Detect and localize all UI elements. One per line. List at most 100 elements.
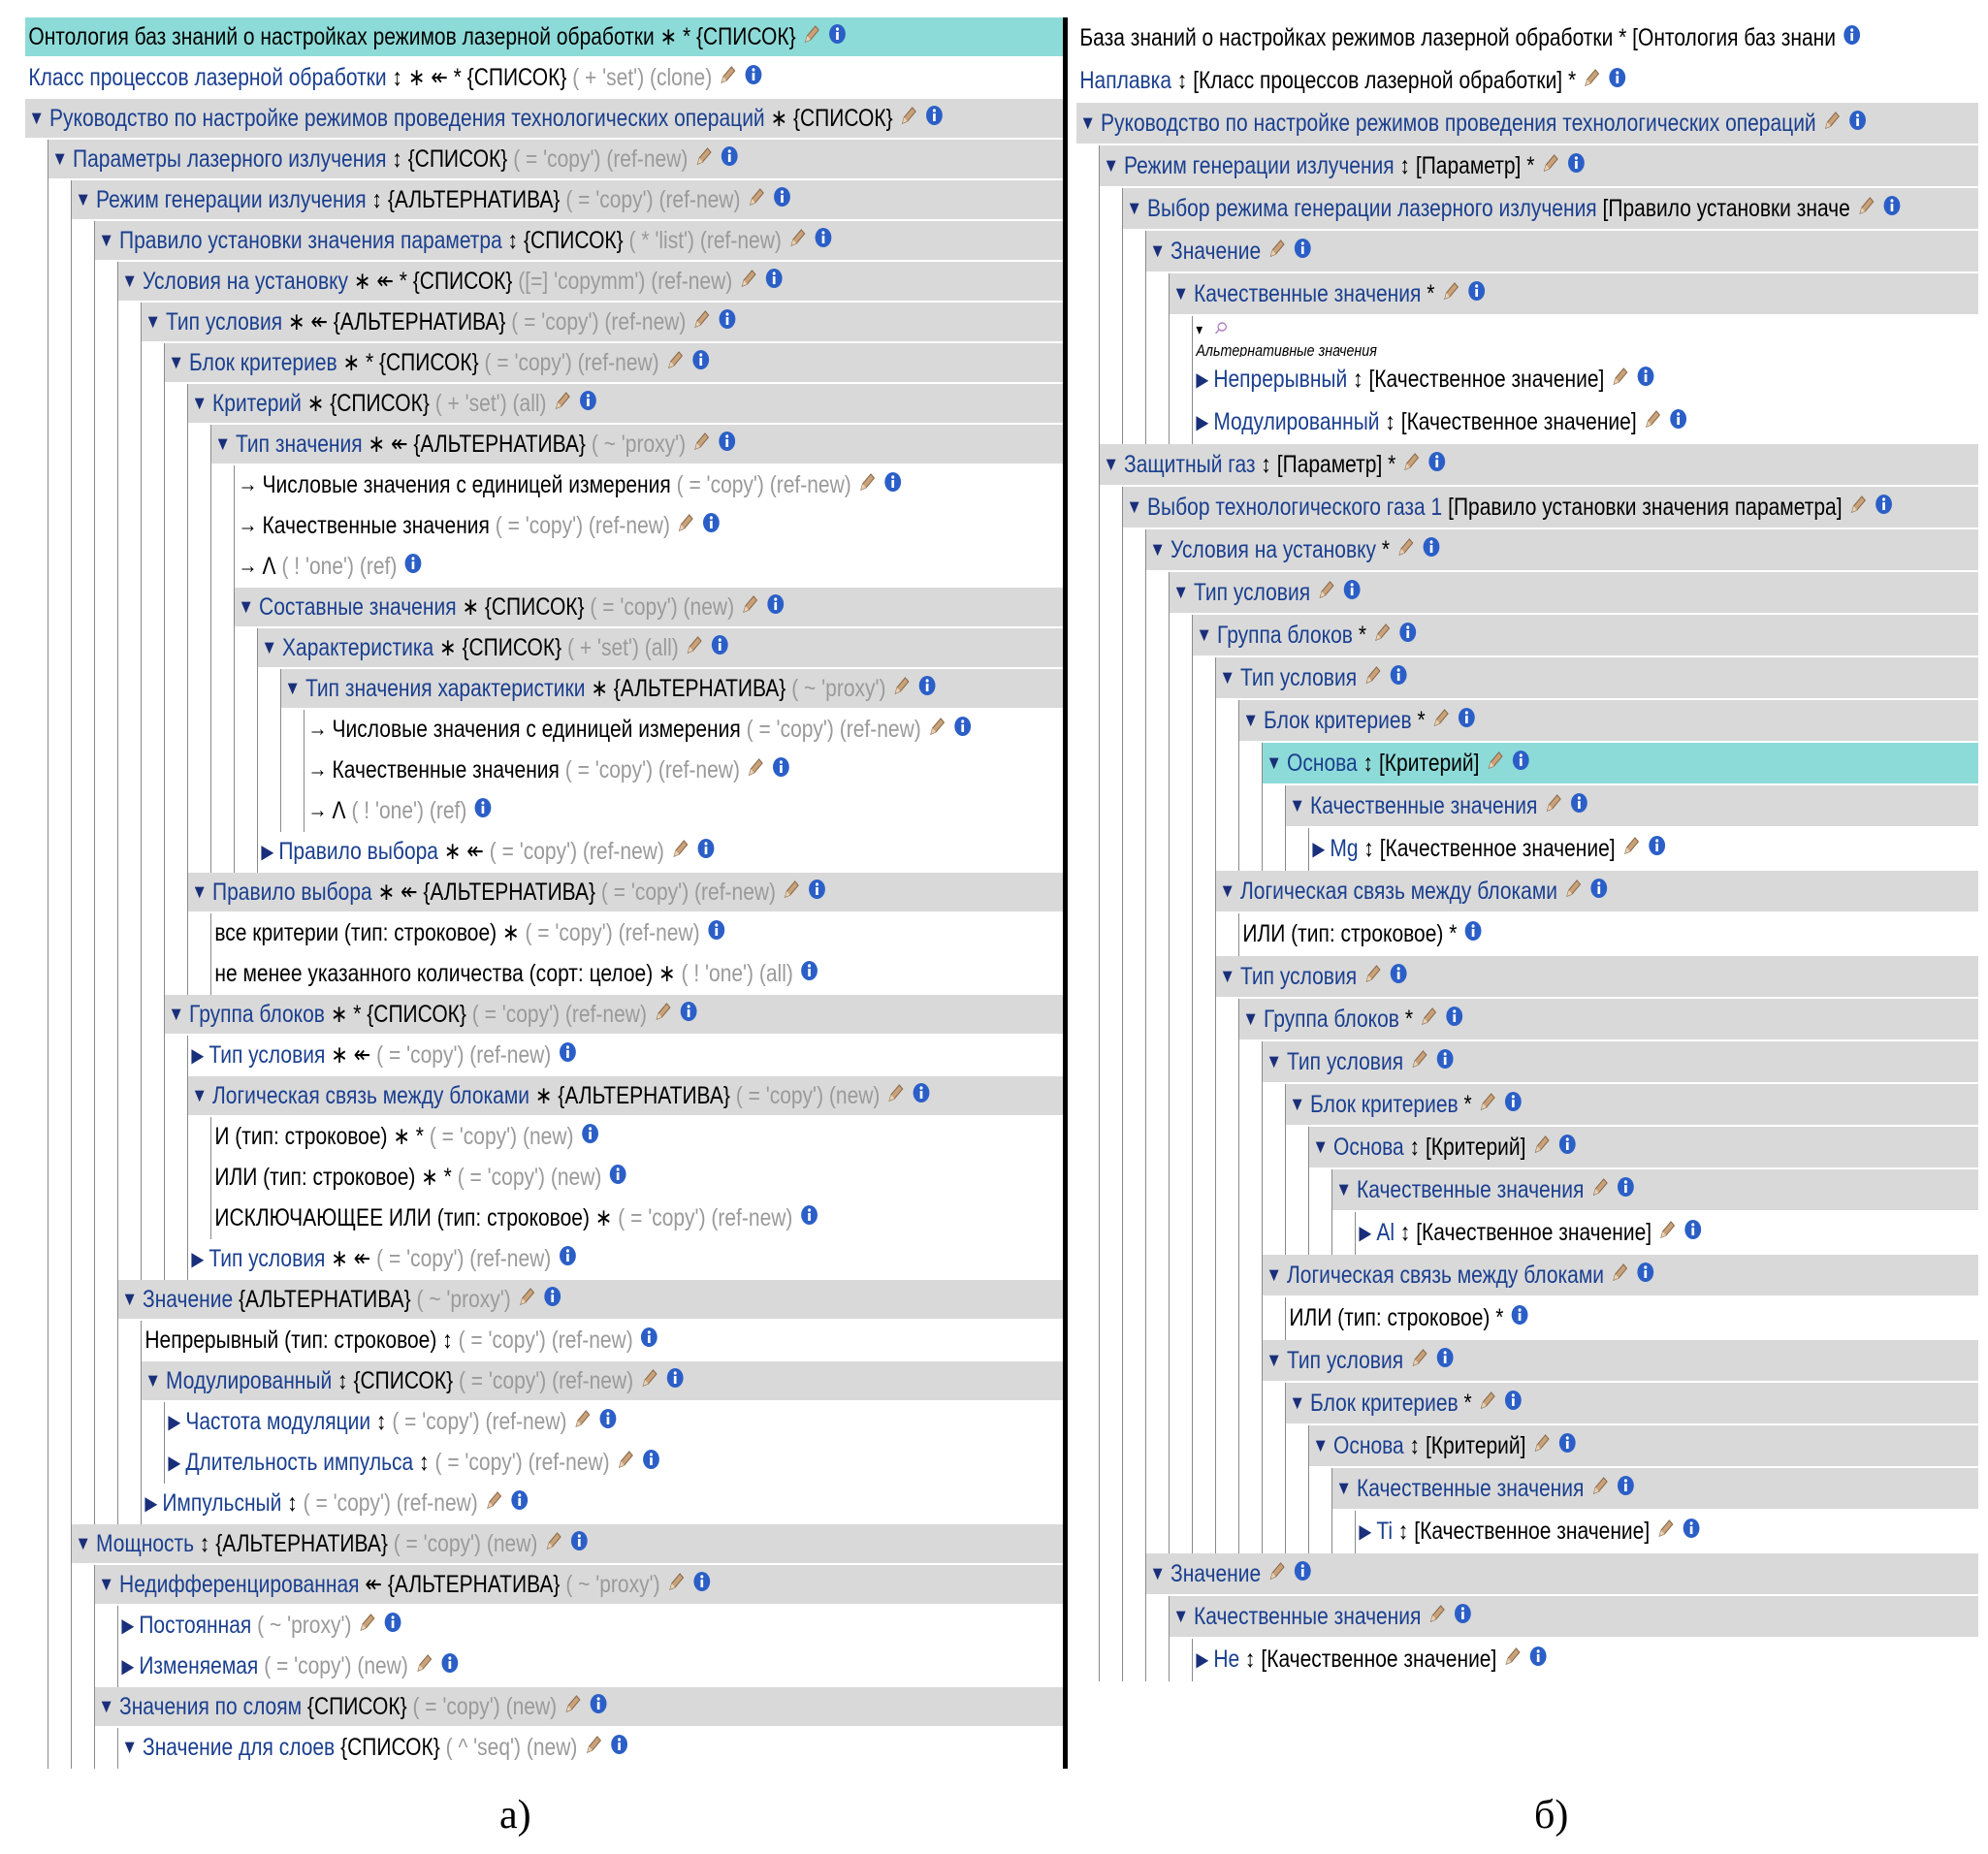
info-icon[interactable] — [1609, 67, 1626, 95]
edit-icon[interactable] — [574, 1408, 592, 1436]
tree-toggle[interactable]: → — [238, 471, 258, 497]
info-icon[interactable] — [1683, 1518, 1700, 1546]
tree-toggle[interactable]: ▼ — [1219, 879, 1235, 902]
edit-icon[interactable] — [1545, 792, 1562, 820]
edit-icon[interactable] — [1411, 1347, 1428, 1375]
node-name[interactable]: Тип условия — [1287, 1047, 1404, 1075]
info-icon[interactable] — [1436, 1347, 1454, 1375]
node-name[interactable]: Частота модуляции — [185, 1407, 371, 1435]
info-icon[interactable] — [642, 1449, 659, 1477]
node-name[interactable]: Группа блоков — [1264, 1005, 1399, 1033]
info-icon[interactable] — [925, 105, 943, 133]
node-name[interactable]: Выбор технологического газа 1 — [1147, 493, 1443, 521]
tree-toggle[interactable]: ▾ — [1196, 321, 1203, 338]
node-name[interactable]: Значение — [143, 1285, 234, 1313]
node-name[interactable]: Тип значения характеристики — [305, 674, 586, 702]
info-icon[interactable] — [1844, 24, 1861, 52]
info-icon[interactable] — [1617, 1475, 1634, 1503]
info-icon[interactable] — [773, 186, 790, 214]
node-name[interactable]: Блок критериев — [189, 348, 337, 376]
tree-toggle[interactable]: ▼ — [284, 677, 301, 699]
info-icon[interactable] — [691, 349, 709, 377]
info-icon[interactable] — [697, 838, 715, 866]
info-icon[interactable] — [1529, 1646, 1547, 1674]
tree-toggle[interactable]: ▼ — [1126, 495, 1142, 518]
node-name[interactable]: Тип условия — [166, 307, 283, 336]
node-name[interactable]: Тип условия — [208, 1040, 326, 1069]
tree-toggle[interactable]: ▼ — [1172, 1605, 1189, 1627]
tree-toggle[interactable]: ▼ — [121, 270, 138, 292]
info-icon[interactable] — [570, 1530, 588, 1558]
edit-icon[interactable] — [740, 268, 757, 296]
tree-toggle[interactable]: ▼ — [1335, 1477, 1352, 1499]
info-icon[interactable] — [883, 471, 902, 499]
tree-toggle[interactable]: ▼ — [1266, 1050, 1282, 1072]
node-name[interactable]: Режим генерации излучения — [96, 185, 367, 213]
info-icon[interactable] — [1684, 1219, 1702, 1247]
edit-icon[interactable] — [1612, 1262, 1629, 1290]
edit-icon[interactable] — [617, 1449, 634, 1477]
edit-icon[interactable] — [1442, 280, 1459, 308]
edit-icon[interactable] — [1565, 878, 1583, 906]
edit-icon[interactable] — [742, 593, 759, 622]
edit-icon[interactable] — [788, 227, 806, 255]
info-icon[interactable] — [590, 1693, 607, 1721]
tree-toggle[interactable]: ▶ — [1359, 1222, 1372, 1244]
tree-toggle[interactable]: ▼ — [1242, 709, 1259, 731]
edit-icon[interactable] — [1857, 195, 1875, 223]
tree-toggle[interactable]: → — [307, 716, 328, 742]
tree-toggle[interactable]: ▼ — [121, 1288, 138, 1310]
edit-icon[interactable] — [1584, 67, 1601, 95]
node-name[interactable]: Значение — [1170, 1559, 1262, 1587]
info-icon[interactable] — [1648, 835, 1665, 863]
tree-toggle[interactable]: → — [307, 756, 328, 783]
tree-toggle[interactable]: ▼ — [51, 147, 68, 170]
node-name[interactable]: Значения по слоям — [119, 1692, 303, 1720]
info-icon[interactable] — [719, 308, 736, 336]
info-icon[interactable] — [719, 431, 736, 459]
node-name[interactable]: Непрерывный — [1213, 365, 1348, 393]
info-icon[interactable] — [800, 1204, 818, 1232]
edit-icon[interactable] — [1622, 835, 1640, 863]
edit-icon[interactable] — [1318, 579, 1335, 607]
info-icon[interactable] — [1637, 1262, 1654, 1290]
node-name[interactable]: Значение — [1170, 237, 1262, 265]
node-name[interactable]: Изменяемая — [139, 1651, 259, 1679]
tree-toggle[interactable]: ▶ — [1312, 838, 1326, 860]
edit-icon[interactable] — [518, 1286, 535, 1314]
edit-icon[interactable] — [1542, 152, 1559, 180]
tree-toggle[interactable]: → — [238, 553, 258, 579]
info-icon[interactable] — [1436, 1048, 1454, 1076]
tree-toggle[interactable]: ▼ — [214, 432, 231, 455]
node-name[interactable]: Основа — [1287, 749, 1358, 777]
node-name[interactable]: Блок критериев — [1264, 706, 1412, 734]
info-icon[interactable] — [765, 268, 783, 296]
tree-toggle[interactable]: ▼ — [1103, 154, 1119, 176]
node-name[interactable]: Тип условия — [1287, 1346, 1404, 1374]
tree-toggle[interactable]: ▶ — [144, 1492, 158, 1515]
node-name[interactable]: Тип условия — [1240, 962, 1358, 990]
edit-icon[interactable] — [686, 634, 703, 662]
edit-icon[interactable] — [554, 390, 571, 418]
info-icon[interactable] — [1464, 920, 1482, 948]
tree-toggle[interactable]: ▶ — [1196, 411, 1209, 433]
info-icon[interactable] — [1504, 1091, 1522, 1119]
pin-icon[interactable] — [1215, 316, 1228, 341]
info-icon[interactable] — [599, 1408, 617, 1436]
info-icon[interactable] — [692, 1571, 710, 1599]
edit-icon[interactable] — [748, 756, 765, 784]
info-icon[interactable] — [745, 64, 762, 92]
tree-toggle[interactable]: ▼ — [1149, 538, 1166, 560]
tree-toggle[interactable]: ▼ — [98, 1573, 114, 1595]
tree-toggle[interactable]: ▼ — [1219, 666, 1235, 688]
node-name[interactable]: Условия на установку — [143, 267, 349, 295]
node-name[interactable]: Правило выбора — [212, 878, 372, 906]
info-icon[interactable] — [918, 675, 936, 703]
edit-icon[interactable] — [928, 716, 946, 744]
tree-toggle[interactable]: ▼ — [168, 351, 184, 373]
tree-toggle[interactable]: ▶ — [191, 1044, 205, 1067]
node-name[interactable]: Модулированный — [166, 1366, 333, 1394]
node-name[interactable]: Класс процессов лазерной обработки — [28, 63, 387, 91]
edit-icon[interactable] — [784, 879, 801, 907]
tree-toggle[interactable]: ▼ — [98, 229, 114, 251]
